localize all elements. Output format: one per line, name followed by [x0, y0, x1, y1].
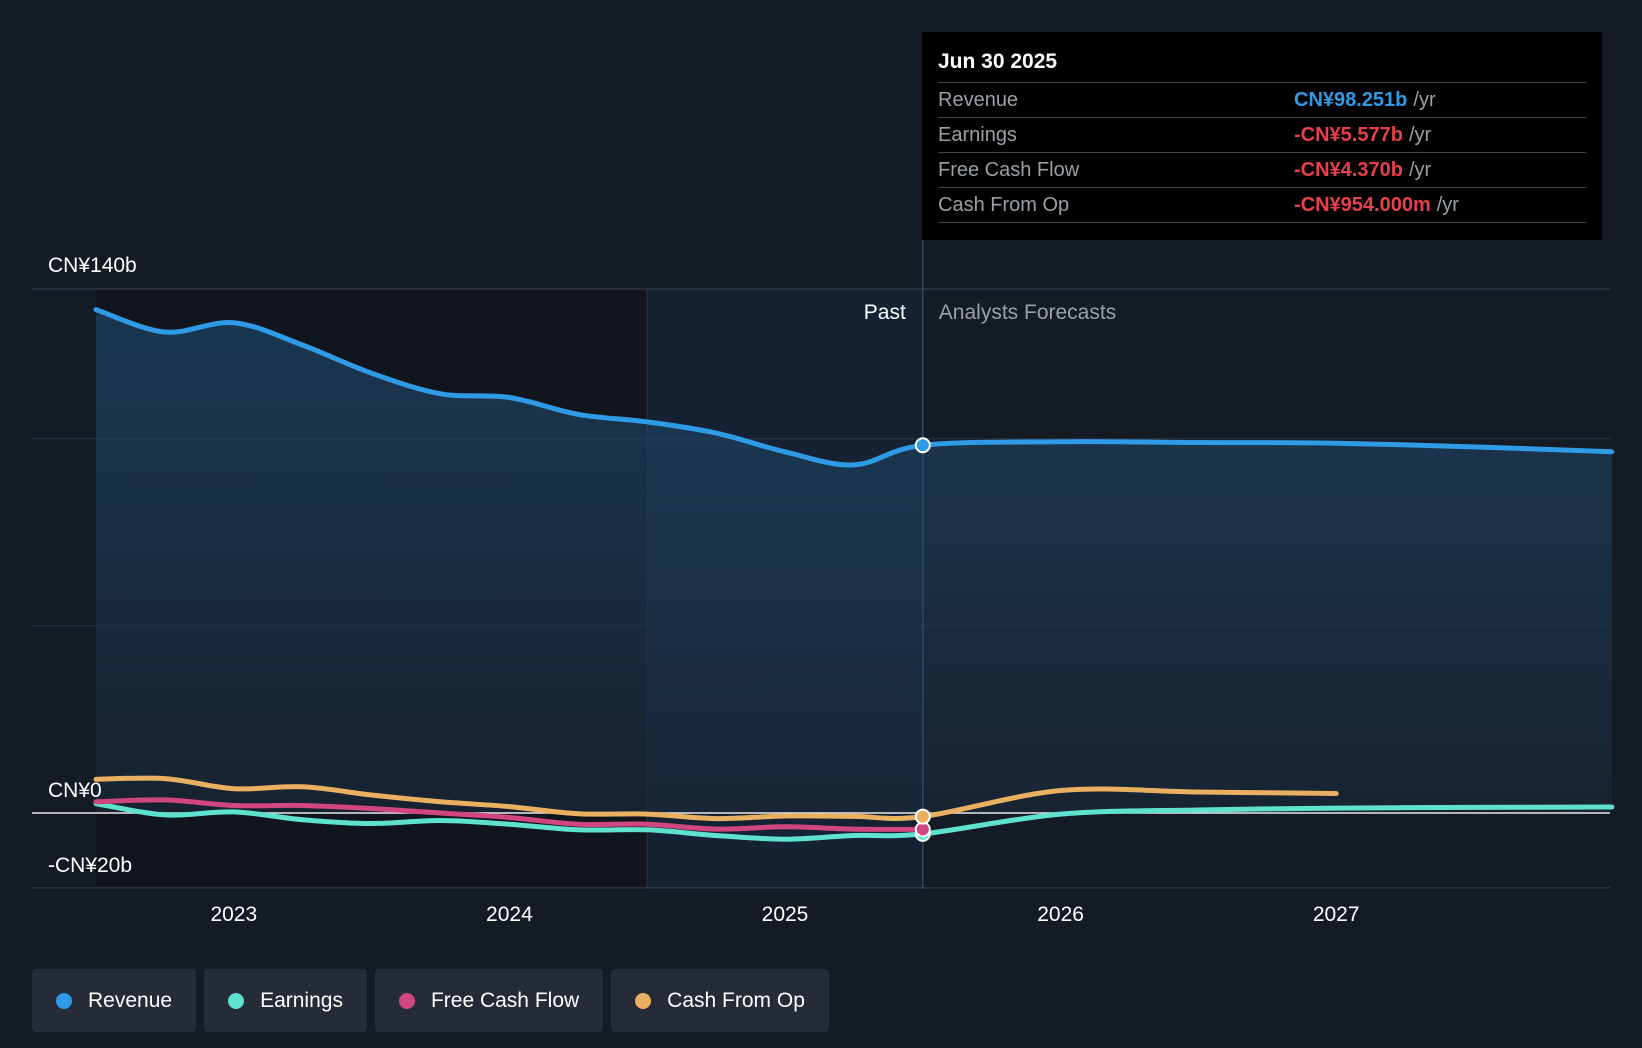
tooltip-label: Revenue: [938, 89, 1019, 111]
legend-label: Revenue: [88, 988, 173, 1012]
revenue-area-fill: [96, 309, 1612, 813]
tooltip-row-cash-from-op: Cash From Op -CN¥954.000m /yr: [938, 188, 1586, 223]
legend-label: Cash From Op: [667, 988, 805, 1012]
tooltip-value: -CN¥4.370b: [1294, 159, 1403, 181]
legend-cash-from-op-button[interactable]: Cash From Op: [611, 969, 829, 1032]
legend-dot-icon: [635, 992, 652, 1009]
cash-from-op-marker: [914, 808, 931, 825]
tooltip-value: CN¥98.251b: [1294, 89, 1408, 111]
forecast-label: Analysts Forecasts: [939, 301, 1116, 324]
legend: Revenue Earnings Free Cash Flow Cash Fro…: [32, 969, 829, 1032]
legend-label: Earnings: [260, 988, 343, 1012]
tooltip-row-revenue: Revenue CN¥98.251b /yr: [938, 83, 1586, 118]
tooltip-value: -CN¥5.577b: [1294, 124, 1403, 146]
tooltip-label: Earnings: [938, 124, 1017, 146]
tooltip-unit: /yr: [1408, 159, 1432, 181]
tooltip-unit: /yr: [1413, 89, 1436, 111]
past-label: Past: [864, 301, 906, 324]
tooltip-row-earnings: Earnings -CN¥5.577b /yr: [938, 118, 1586, 153]
x-tick-label: 2023: [210, 903, 257, 926]
x-tick-label: 2024: [486, 903, 533, 926]
tooltip-panel: Jun 30 2025 Revenue CN¥98.251b /yr Earni…: [922, 32, 1602, 240]
tooltip-value: -CN¥954.000m: [1294, 194, 1431, 216]
x-tick-label: 2025: [762, 903, 809, 926]
legend-dot-icon: [56, 992, 72, 1009]
revenue-line: [93, 307, 1615, 468]
cash-from-op-line: [93, 775, 1339, 822]
legend-dot-icon: [398, 992, 415, 1009]
free-cash-flow-line: [93, 797, 926, 832]
legend-dot-icon: [228, 992, 245, 1009]
tooltip-row-free-cash-flow: Free Cash Flow -CN¥4.370b /yr: [938, 153, 1586, 188]
legend-label: Free Cash Flow: [430, 988, 580, 1012]
tooltip-date: Jun 30 2025: [938, 46, 1586, 83]
earnings-line: [93, 801, 1615, 842]
tooltip-unit: /yr: [1436, 194, 1459, 216]
x-tick-label: 2026: [1037, 903, 1084, 926]
y-label-top: CN¥140b: [48, 254, 137, 277]
y-label-bottom: -CN¥20b: [48, 854, 132, 877]
y-label-zero: CN¥0: [48, 779, 102, 802]
x-tick-label: 2027: [1313, 903, 1360, 926]
legend-revenue-button[interactable]: Revenue: [32, 969, 197, 1032]
revenue-marker: [914, 437, 931, 454]
legend-free-cash-flow-button[interactable]: Free Cash Flow: [374, 969, 604, 1032]
tooltip-label: Free Cash Flow: [938, 159, 1080, 181]
tooltip-unit: /yr: [1408, 124, 1432, 146]
tooltip-label: Cash From Op: [938, 194, 1070, 216]
legend-earnings-button[interactable]: Earnings: [204, 969, 367, 1032]
